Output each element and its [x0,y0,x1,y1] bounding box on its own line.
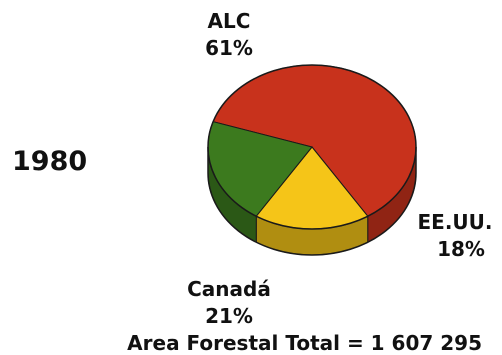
pie-top-outline [207,64,417,230]
footer-total: Area Forestal Total = 1 607 295 [127,331,482,355]
pie-base-outline [207,147,417,256]
value-label-canada: 21% [205,304,253,328]
year-label: 1980 [12,146,87,177]
category-label-canada: Canadá [187,277,271,301]
category-label-alc: ALC [208,9,251,33]
value-label-alc: 61% [205,36,253,60]
pie-outline-layer [207,64,417,256]
category-label-eeuu: EE.UU. [418,210,493,234]
value-label-eeuu: 18% [437,237,485,261]
pie-slices [207,64,417,230]
